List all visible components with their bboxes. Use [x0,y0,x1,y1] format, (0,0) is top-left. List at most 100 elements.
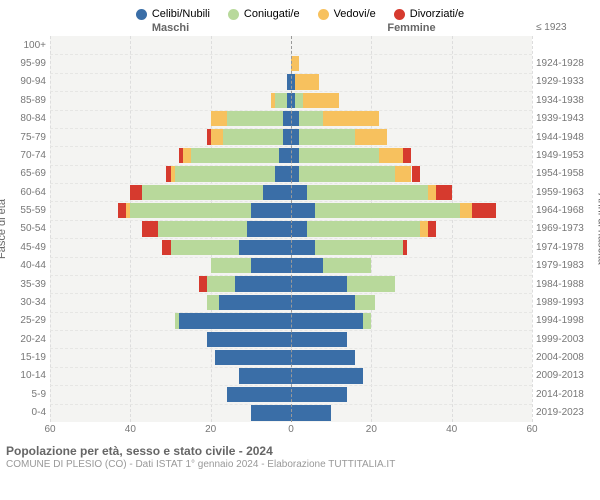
bar-segment-celibi [291,313,363,328]
female-half [291,348,532,366]
bar-segment-coniugati [175,313,179,328]
population-pyramid-chart: Celibi/Nubili Coniugati/e Vedovi/e Divorzia… [0,0,600,500]
header-female: Femmine [291,22,532,34]
bar-segment-divorziati [179,148,183,163]
x-ticks: 6040200204060 [50,424,532,438]
male-half [50,385,291,403]
bar-segment-coniugati [307,185,428,200]
male-half [50,183,291,201]
bar-segment-celibi [247,221,291,236]
y-tick-birth: 1959-1963 [532,183,594,201]
bar-segment-celibi [275,166,291,181]
bar-segment-divorziati [412,166,420,181]
male-half [50,257,291,275]
bar-segment-celibi [179,313,291,328]
bar-segment-celibi [291,221,307,236]
bar-segment-coniugati [347,276,395,291]
female-half [291,91,532,109]
male-half [50,73,291,91]
y-tick-age: 80-84 [6,110,50,128]
bar-segment-vedovi [126,203,130,218]
y-tick-birth: 2004-2008 [532,348,594,366]
gridline-v [532,36,533,422]
bar-segment-celibi [291,111,299,126]
legend-item: Divorziati/e [394,8,464,20]
x-tick: 40 [125,424,136,435]
bar-segment-coniugati [171,240,239,255]
bar-segment-celibi [283,111,291,126]
bar-segment-celibi [291,387,347,402]
bar-segment-vedovi [460,203,472,218]
bar-segment-divorziati [162,240,170,255]
bar-segment-celibi [291,240,315,255]
bar-segment-coniugati [175,166,275,181]
female-half [291,146,532,164]
bar-segment-celibi [219,295,291,310]
legend-item: Celibi/Nubili [136,8,210,20]
bar-segment-coniugati [158,221,246,236]
y-tick-age: 40-44 [6,257,50,275]
female-half [291,183,532,201]
center-line [291,36,292,422]
female-half [291,220,532,238]
bar-segment-divorziati [436,185,452,200]
bar-segment-celibi [251,258,291,273]
y-tick-birth: 1974-1978 [532,238,594,256]
bar-segment-coniugati [207,276,235,291]
y-tick-age: 55-59 [6,201,50,219]
bar-segment-celibi [291,276,347,291]
footer-subtitle: COMUNE DI PLESIO (CO) - Dati ISTAT 1° ge… [6,459,594,470]
y-tick-age: 85-89 [6,91,50,109]
bar-segment-celibi [291,405,331,420]
y-tick-age: 0-4 [6,404,50,422]
y-tick-birth: 1979-1983 [532,257,594,275]
bar-segment-vedovi [171,166,175,181]
bar-segment-divorziati [166,166,170,181]
bar-segment-celibi [291,203,315,218]
bar-segment-coniugati [299,129,355,144]
bar-segment-celibi [291,166,299,181]
male-half [50,91,291,109]
bar-segment-vedovi [183,148,191,163]
legend-item: Coniugati/e [228,8,300,20]
y-tick-birth: 1949-1953 [532,146,594,164]
bar-segment-vedovi [428,185,436,200]
y-tick-age: 5-9 [6,385,50,403]
y-tick-age: 45-49 [6,238,50,256]
female-half [291,110,532,128]
bar-segment-divorziati [130,185,142,200]
bar-segment-coniugati [211,258,251,273]
y-tick-age: 50-54 [6,220,50,238]
bar-segment-vedovi [295,74,319,89]
male-half [50,54,291,72]
bar-segment-vedovi [271,93,275,108]
bar-segment-celibi [263,185,291,200]
y-tick-birth: 1999-2003 [532,330,594,348]
y-tick-birth: 1954-1958 [532,165,594,183]
bar-segment-coniugati [307,221,419,236]
bar-segment-celibi [239,368,291,383]
legend-dot-icon [228,9,239,20]
bar-segment-coniugati [142,185,263,200]
bar-segment-vedovi [211,129,223,144]
y-tick-age: 90-94 [6,73,50,91]
legend-dot-icon [394,9,405,20]
y-tick-age: 70-74 [6,146,50,164]
y-tick-birth: 1939-1943 [532,110,594,128]
x-axis: 6040200204060 [6,424,594,438]
female-half [291,238,532,256]
bar-segment-celibi [279,148,291,163]
bar-segment-vedovi [323,111,379,126]
legend-item: Vedovi/e [318,8,376,20]
bar-segment-vedovi [355,129,387,144]
y-tick-birth: 1964-1968 [532,201,594,219]
bar-segment-celibi [291,258,323,273]
header-male: Maschi [50,22,291,34]
legend-label: Coniugati/e [244,8,300,20]
y-axis-label-left: Fasce di età [0,199,8,259]
male-half [50,110,291,128]
bar-segment-vedovi [395,166,411,181]
male-half [50,238,291,256]
bar-segment-celibi [291,332,347,347]
bar-segment-coniugati [275,93,287,108]
